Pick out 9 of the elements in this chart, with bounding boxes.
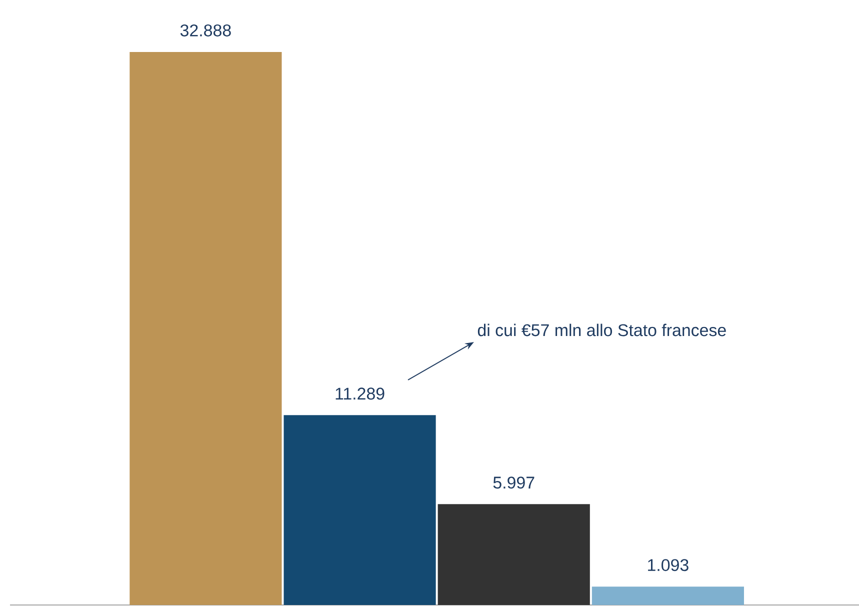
data-label: 5.997 — [493, 476, 534, 489]
data-label: 32.888 — [180, 24, 231, 36]
data-label: 1.093 — [648, 559, 688, 572]
annotation: di cui €57 mln allo Stato francese — [478, 324, 726, 336]
bar — [130, 52, 282, 605]
bar — [284, 415, 436, 605]
bar — [592, 586, 744, 605]
data-label: 11.289 — [336, 388, 384, 400]
bar — [438, 504, 590, 605]
